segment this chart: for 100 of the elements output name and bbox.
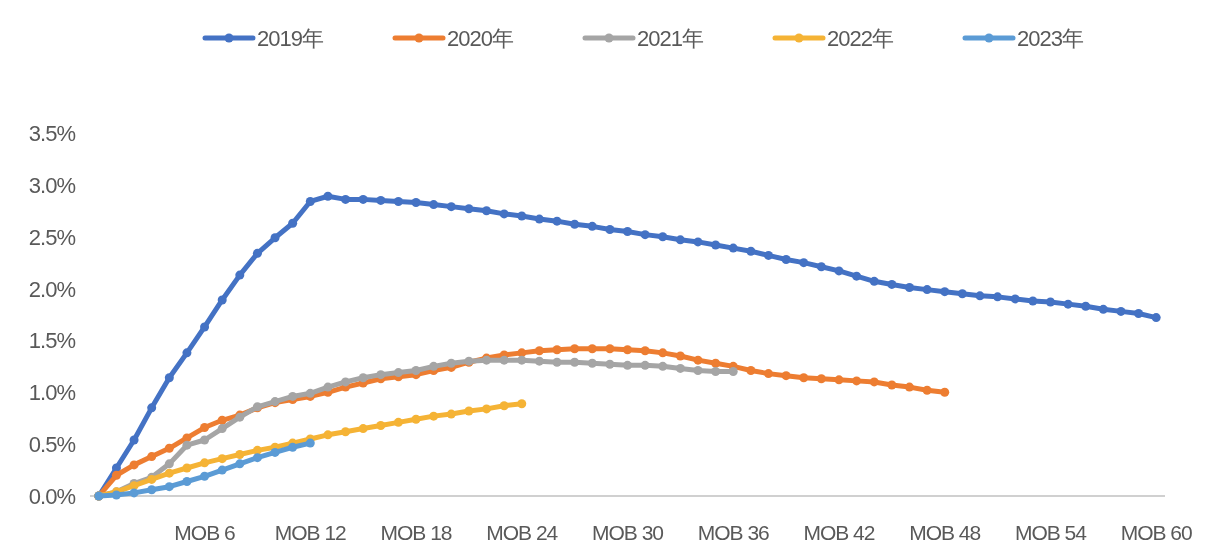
- legend-label: 2019年: [257, 26, 324, 51]
- legend-label: 2022年: [827, 26, 894, 51]
- point: [129, 460, 139, 470]
- point: [534, 346, 544, 356]
- point: [182, 463, 192, 473]
- point: [200, 435, 210, 445]
- x-tick-label: MOB 24: [486, 521, 559, 544]
- x-tick-label: MOB 48: [909, 521, 981, 544]
- point: [164, 468, 174, 478]
- point: [658, 348, 668, 358]
- point: [200, 471, 210, 481]
- point: [358, 373, 368, 383]
- point: [869, 377, 879, 387]
- y-tick-label: 1.0%: [28, 380, 76, 406]
- point: [834, 375, 844, 385]
- y-tick-label: 2.0%: [28, 276, 76, 302]
- legend-label: 2021年: [637, 26, 704, 51]
- point: [517, 355, 527, 365]
- point: [393, 417, 403, 427]
- x-tick-label: MOB 30: [591, 521, 664, 544]
- legend-label: 2023年: [1017, 26, 1084, 51]
- point: [534, 356, 544, 366]
- point: [200, 458, 210, 468]
- point: [711, 358, 721, 368]
- point: [587, 344, 597, 354]
- point: [305, 438, 315, 448]
- point: [288, 391, 298, 401]
- x-tick-label: MOB 36: [697, 521, 770, 544]
- x-tick-label: MOB 18: [380, 521, 452, 544]
- point: [499, 401, 509, 411]
- point: [323, 382, 333, 392]
- point: [799, 373, 809, 383]
- x-tick-label: MOB 12: [274, 521, 347, 544]
- point: [499, 355, 509, 365]
- point: [376, 370, 386, 380]
- point: [922, 385, 932, 395]
- point: [252, 453, 262, 463]
- point: [429, 361, 439, 371]
- point: [693, 355, 703, 365]
- point: [675, 351, 685, 361]
- point: [816, 374, 826, 384]
- point: [623, 345, 632, 355]
- x-tick-label: MOB 6: [174, 521, 236, 544]
- point: [341, 377, 351, 387]
- point: [587, 358, 597, 368]
- point: [746, 366, 756, 376]
- point: [411, 366, 421, 376]
- point: [904, 382, 914, 392]
- point: [940, 387, 950, 397]
- point: [164, 459, 174, 469]
- x-tick-label: MOB 42: [803, 521, 875, 544]
- point: [763, 369, 773, 379]
- point: [341, 427, 351, 437]
- point: [147, 485, 157, 495]
- point: [482, 404, 492, 414]
- point: [675, 363, 685, 373]
- point: [182, 440, 192, 450]
- y-tick-label: 2.5%: [28, 224, 76, 250]
- point: [164, 482, 174, 492]
- point: [288, 442, 298, 452]
- point: [129, 488, 139, 498]
- point: [640, 346, 650, 356]
- point: [446, 358, 456, 368]
- point: [200, 423, 210, 433]
- point: [852, 376, 862, 386]
- point: [217, 415, 227, 425]
- point: [693, 366, 703, 376]
- x-tick-label: MOB 60: [1120, 521, 1193, 544]
- point: [429, 411, 439, 421]
- point: [711, 367, 721, 377]
- point: [182, 476, 192, 486]
- y-tick-label: 1.5%: [28, 328, 76, 354]
- point: [781, 371, 791, 381]
- point: [658, 361, 668, 371]
- legend-label: 2020年: [447, 26, 514, 51]
- point: [235, 459, 245, 469]
- y-tick-label: 0.5%: [28, 432, 76, 458]
- point: [570, 357, 580, 367]
- point: [552, 357, 562, 367]
- point: [217, 454, 227, 464]
- point: [217, 465, 227, 475]
- y-tick-label: 3.0%: [28, 172, 76, 198]
- x-tick-label: MOB 54: [1014, 521, 1088, 544]
- point: [517, 399, 527, 409]
- point: [464, 406, 474, 416]
- point: [111, 470, 121, 480]
- point: [446, 409, 456, 419]
- point: [164, 443, 174, 453]
- point: [640, 360, 650, 370]
- point: [270, 447, 280, 457]
- point: [623, 360, 632, 370]
- point: [358, 424, 368, 434]
- point: [323, 430, 333, 440]
- point: [552, 345, 562, 355]
- point: [605, 344, 615, 354]
- point: [376, 420, 386, 430]
- point: [147, 452, 157, 462]
- y-tick-label: 3.5%: [28, 121, 76, 146]
- point: [728, 367, 738, 377]
- point: [217, 424, 227, 434]
